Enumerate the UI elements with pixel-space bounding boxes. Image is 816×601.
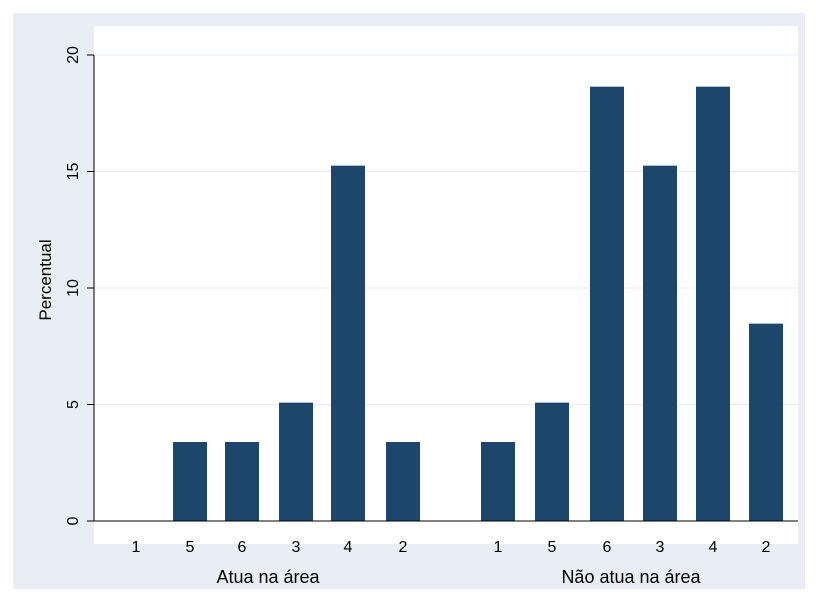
x-axis: 1 5 6 3 4 2 1 5 6 3 4 2 xyxy=(94,520,798,556)
y-tick-label: 20 xyxy=(65,46,82,64)
bars xyxy=(173,86,783,522)
x-tick-label: 3 xyxy=(656,539,665,556)
x-tick-label: 3 xyxy=(292,539,301,556)
x-tick-label: 4 xyxy=(709,539,718,556)
bar xyxy=(696,86,730,522)
y-tick-label: 10 xyxy=(65,279,82,297)
bar xyxy=(590,86,624,522)
x-tick-label: 2 xyxy=(762,539,771,556)
x-tick-label: 1 xyxy=(132,539,141,556)
plot-area xyxy=(94,26,798,544)
bar xyxy=(749,323,783,521)
y-axis-title: Percentual xyxy=(36,239,55,320)
bar xyxy=(173,442,207,521)
gridlines xyxy=(94,54,798,405)
y-tick-label: 5 xyxy=(65,400,82,409)
y-tick-label: 15 xyxy=(65,163,82,181)
x-tick-label: 5 xyxy=(186,539,195,556)
group-label-nao-atua: Não atua na área xyxy=(561,567,701,587)
x-tick-label: 2 xyxy=(399,539,408,556)
x-tick-label: 6 xyxy=(238,539,247,556)
x-tick-label: 5 xyxy=(548,539,557,556)
x-tick-label: 6 xyxy=(603,539,612,556)
bar xyxy=(643,165,677,522)
bar xyxy=(225,442,259,521)
bar xyxy=(279,402,313,521)
bar xyxy=(481,442,515,521)
x-tick-label: 1 xyxy=(494,539,503,556)
bar xyxy=(535,402,569,521)
group-label-atua: Atua na área xyxy=(216,567,320,587)
y-tick-label: 0 xyxy=(65,516,82,525)
bar xyxy=(386,442,420,521)
bar xyxy=(331,165,365,522)
x-tick-label: 4 xyxy=(344,539,353,556)
y-axis: 0 5 10 15 20 xyxy=(65,46,95,525)
